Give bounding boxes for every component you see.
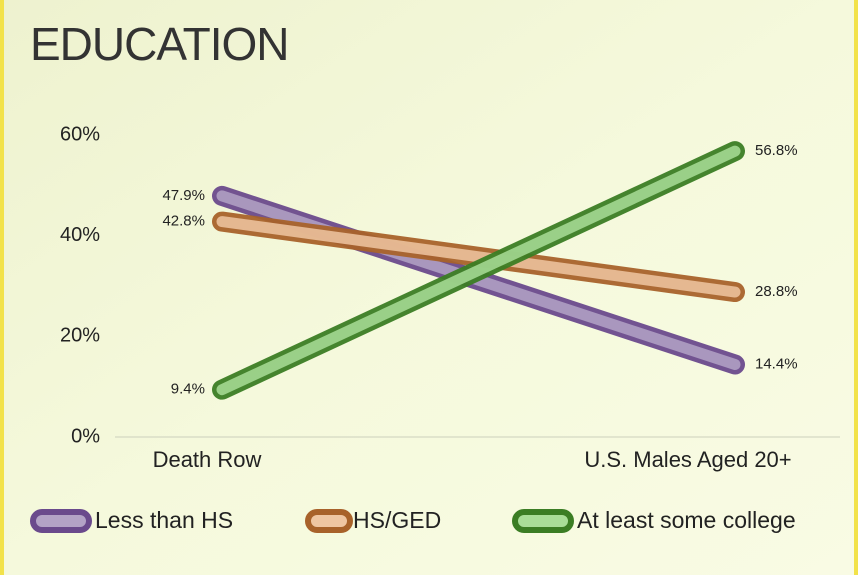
y-tick-label: 20% <box>60 325 100 347</box>
edge <box>0 0 4 575</box>
x-tick-label: Death Row <box>153 447 262 472</box>
legend-swatch <box>512 509 574 533</box>
data-label: 28.8% <box>755 283 798 300</box>
legend-swatch <box>305 509 353 533</box>
legend-swatch <box>30 509 92 533</box>
legend-label: At least some college <box>577 507 796 533</box>
legend-label: Less than HS <box>95 507 233 533</box>
chart-title: EDUCATION <box>30 18 289 70</box>
series-line <box>216 145 741 396</box>
data-label: 14.4% <box>755 355 798 372</box>
data-label: 47.9% <box>162 187 205 204</box>
edge <box>854 0 858 575</box>
y-tick-label: 40% <box>60 224 100 246</box>
legend-label: HS/GED <box>353 507 441 533</box>
y-tick-label: 0% <box>71 425 100 447</box>
y-tick-label: 60% <box>60 123 100 145</box>
data-label: 56.8% <box>755 142 798 159</box>
x-tick-label: U.S. Males Aged 20+ <box>584 447 791 472</box>
data-label: 9.4% <box>171 381 205 398</box>
data-label: 42.8% <box>162 213 205 230</box>
series-line <box>216 216 741 298</box>
